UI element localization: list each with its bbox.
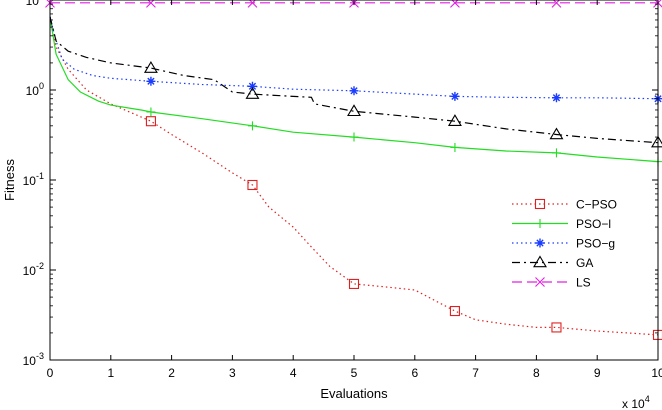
data-point [347, 104, 361, 117]
y-axis-ticks: 10-3 10-2 10-1 100 101 [23, 0, 658, 368]
data-point [247, 81, 257, 91]
data-point [551, 0, 562, 8]
x-tick-label: 9 [594, 366, 601, 380]
x-tick-label: 0 [47, 366, 54, 380]
y-tick-label: 10-1 [23, 171, 44, 188]
data-point [146, 107, 156, 117]
data-point [247, 121, 257, 131]
data-point [348, 278, 360, 289]
y-tick-label: 100 [26, 81, 44, 98]
data-point [450, 142, 460, 152]
legend-marker [535, 238, 545, 248]
x-tick-label: 10 [651, 366, 662, 380]
data-point [447, 114, 462, 126]
plot-area [50, 0, 658, 360]
x-tick-label: 3 [229, 366, 236, 380]
series-line [49, 16, 659, 336]
data-point [349, 86, 359, 96]
y-axis-label: Fitness [2, 159, 17, 201]
legend-label: LS [576, 276, 591, 290]
series-3 [49, 16, 662, 148]
x-tick-label: 8 [533, 366, 540, 380]
y-tick-label: 10-2 [23, 261, 44, 278]
data-point [449, 305, 460, 317]
data-point [549, 127, 564, 140]
x-tick-label: 7 [472, 366, 479, 380]
data-point [551, 148, 561, 158]
y-tick-label: 101 [26, 0, 44, 8]
x-tick-label: 6 [411, 366, 418, 380]
data-point [146, 76, 156, 86]
x-tick-label: 4 [290, 366, 297, 380]
data-point [247, 0, 258, 8]
legend-label: C−PSO [576, 198, 617, 212]
legend-marker [535, 277, 545, 287]
legend-marker [534, 198, 546, 210]
data-point [247, 179, 258, 191]
legend-label: PSO−l [576, 217, 611, 231]
data-point [551, 322, 562, 333]
data-point [450, 91, 460, 101]
legend-box [500, 190, 655, 300]
legend: C−PSO PSO−l PSO−g GA LS [500, 190, 655, 300]
x-tick-label: 2 [168, 366, 175, 380]
x-multiplier-base: x 10 [622, 397, 645, 410]
data-point [145, 116, 156, 127]
data-point [349, 132, 359, 142]
series-line [49, 16, 659, 163]
legend-marker [533, 255, 547, 268]
series-line [49, 16, 659, 144]
data-point [143, 61, 158, 73]
x-multiplier-exp: 4 [645, 394, 650, 404]
x-axis-ticks: 0 1 2 3 4 5 6 7 8 9 10 [47, 0, 662, 380]
x-tick-label: 5 [351, 366, 358, 380]
x-axis-label: Evaluations [320, 386, 388, 401]
y-tick-label: 10-3 [23, 351, 44, 368]
data-point [245, 87, 260, 99]
legend-label: PSO−g [576, 237, 615, 251]
x-multiplier: x 104 [622, 394, 650, 410]
data-point [450, 0, 460, 8]
legend-label: GA [576, 256, 593, 270]
series-1 [49, 16, 662, 167]
series-0 [49, 16, 662, 340]
legend-marker [535, 219, 545, 228]
data-point [551, 93, 561, 103]
x-tick-label: 1 [107, 366, 114, 380]
data-point [146, 0, 156, 8]
